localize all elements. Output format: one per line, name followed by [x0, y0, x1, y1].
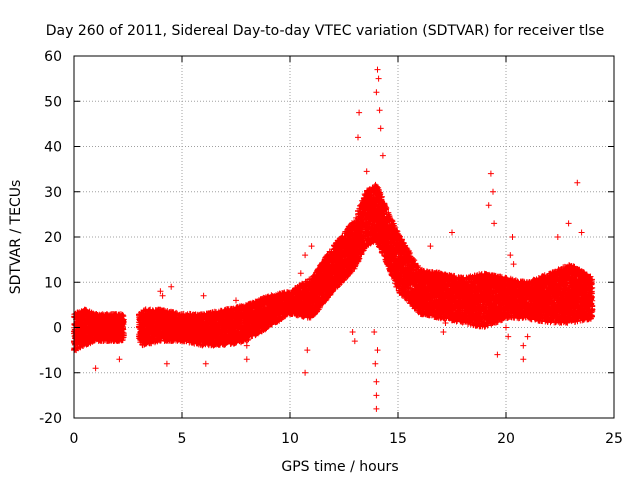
- chart-title: Day 260 of 2011, Sidereal Day-to-day VTE…: [46, 23, 605, 39]
- data-points: [71, 66, 596, 412]
